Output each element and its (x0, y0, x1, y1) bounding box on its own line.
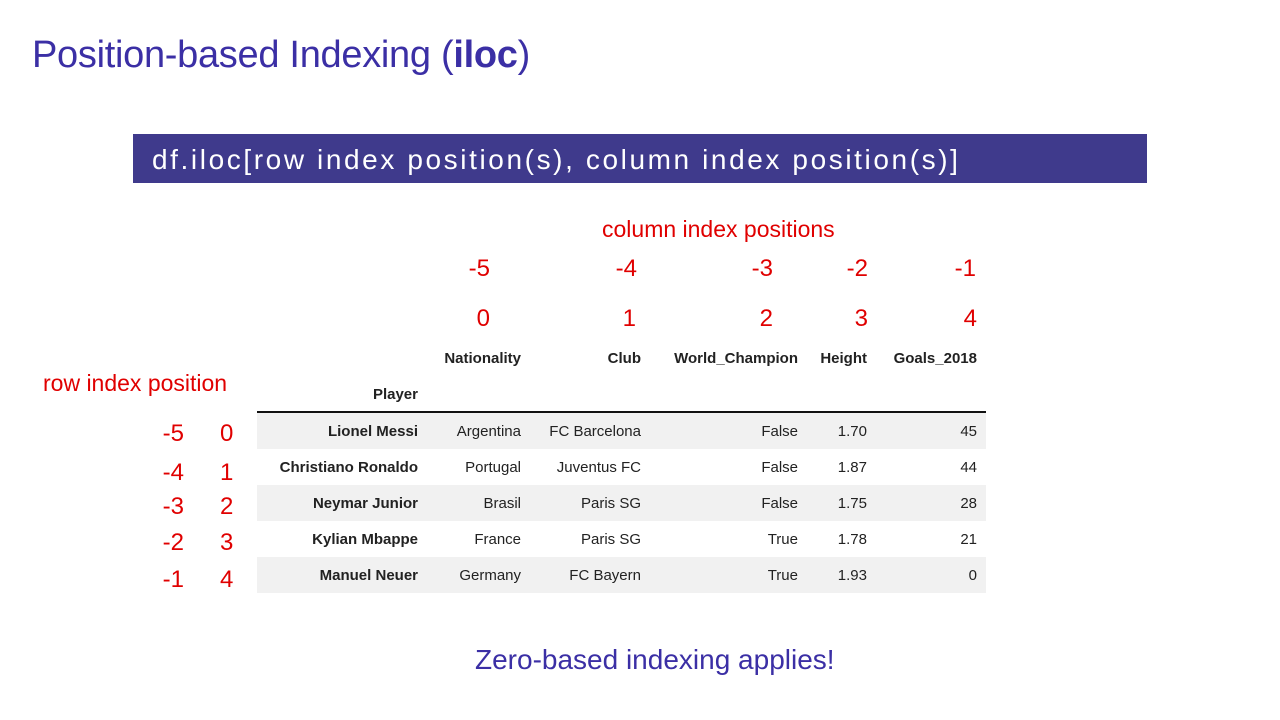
table-cell: Argentina (456, 423, 521, 440)
slide-title: Position-based Indexing (iloc) (32, 34, 530, 77)
table-row: Neymar Junior Brasil Paris SG False 1.75… (257, 485, 986, 521)
syntax-text: df.iloc[row index position(s), column in… (152, 144, 961, 175)
row-label: Lionel Messi (327, 423, 418, 440)
column-header: Club (607, 350, 641, 367)
row-pos-index: 3 (220, 529, 234, 556)
row-neg-index: -5 (162, 420, 184, 447)
table-cell: Paris SG (580, 531, 641, 548)
table-row: Lionel Messi Argentina FC Barcelona Fals… (257, 413, 986, 449)
row-label: Neymar Junior (312, 495, 418, 512)
table-cell: False (761, 423, 798, 440)
column-header: World_Champion (674, 350, 798, 367)
table-cell: 1.75 (837, 495, 867, 512)
table-cell: FC Bayern (569, 567, 641, 584)
table-cell: True (767, 567, 798, 584)
table-cell: Brasil (483, 495, 521, 512)
row-neg-index: -4 (162, 459, 184, 486)
row-label: Kylian Mbappe (312, 531, 418, 548)
row-pos-index: 0 (220, 420, 234, 447)
row-label: Christiano Ronaldo (279, 459, 418, 476)
row-pos-index: 4 (220, 566, 234, 593)
index-name: Player (372, 386, 418, 403)
table-cell: France (474, 531, 521, 548)
col-neg-index: -2 (846, 255, 868, 282)
table-row: Manuel Neuer Germany FC Bayern True 1.93… (257, 557, 986, 593)
row-pos-index: 2 (220, 493, 234, 520)
column-header: Goals_2018 (893, 350, 977, 367)
table-cell: 0 (968, 567, 977, 584)
table-cell: 45 (960, 423, 977, 440)
row-pos-index: 1 (220, 459, 234, 486)
col-pos-index: 0 (476, 305, 490, 332)
table-cell: 1.93 (837, 567, 867, 584)
row-neg-index: -1 (162, 566, 184, 593)
row-neg-index: -3 (162, 493, 184, 520)
table-cell: 44 (960, 459, 977, 476)
col-pos-index: 4 (963, 305, 977, 332)
footnote: Zero-based indexing applies! (475, 644, 835, 675)
table-cell: Portugal (465, 459, 521, 476)
column-caption: column index positions (602, 216, 835, 242)
table-row: Kylian Mbappe France Paris SG True 1.78 … (257, 521, 986, 557)
table-cell: 1.87 (837, 459, 867, 476)
table-cell: False (761, 459, 798, 476)
col-neg-index: -4 (615, 255, 637, 282)
row-caption: row index position (43, 370, 228, 396)
dataframe-table: Lionel Messi Argentina FC Barcelona Fals… (257, 411, 986, 593)
col-pos-index: 2 (759, 305, 773, 332)
column-header: Height (820, 350, 867, 367)
table-cell: Germany (459, 567, 521, 584)
title-iloc: iloc (453, 34, 518, 76)
table-cell: 1.78 (837, 531, 867, 548)
table-row: Christiano Ronaldo Portugal Juventus FC … (257, 449, 986, 485)
column-header: Nationality (444, 350, 521, 367)
table-cell: 1.70 (837, 423, 867, 440)
table-cell: 28 (960, 495, 977, 512)
syntax-banner: df.iloc[row index position(s), column in… (133, 134, 1147, 183)
table-cell: 21 (960, 531, 977, 548)
col-pos-index: 1 (622, 305, 636, 332)
col-neg-index: -3 (751, 255, 773, 282)
table-cell: True (767, 531, 798, 548)
col-neg-index: -5 (468, 255, 490, 282)
title-text: Position-based Indexing ( (32, 34, 454, 76)
title-close: ) (517, 34, 531, 76)
row-neg-index: -2 (162, 529, 184, 556)
table-cell: FC Barcelona (549, 423, 641, 440)
table-cell: False (761, 495, 798, 512)
col-pos-index: 3 (854, 305, 868, 332)
table-cell: Juventus FC (556, 459, 641, 476)
col-neg-index: -1 (954, 255, 976, 282)
row-label: Manuel Neuer (319, 567, 418, 584)
table-cell: Paris SG (580, 495, 641, 512)
